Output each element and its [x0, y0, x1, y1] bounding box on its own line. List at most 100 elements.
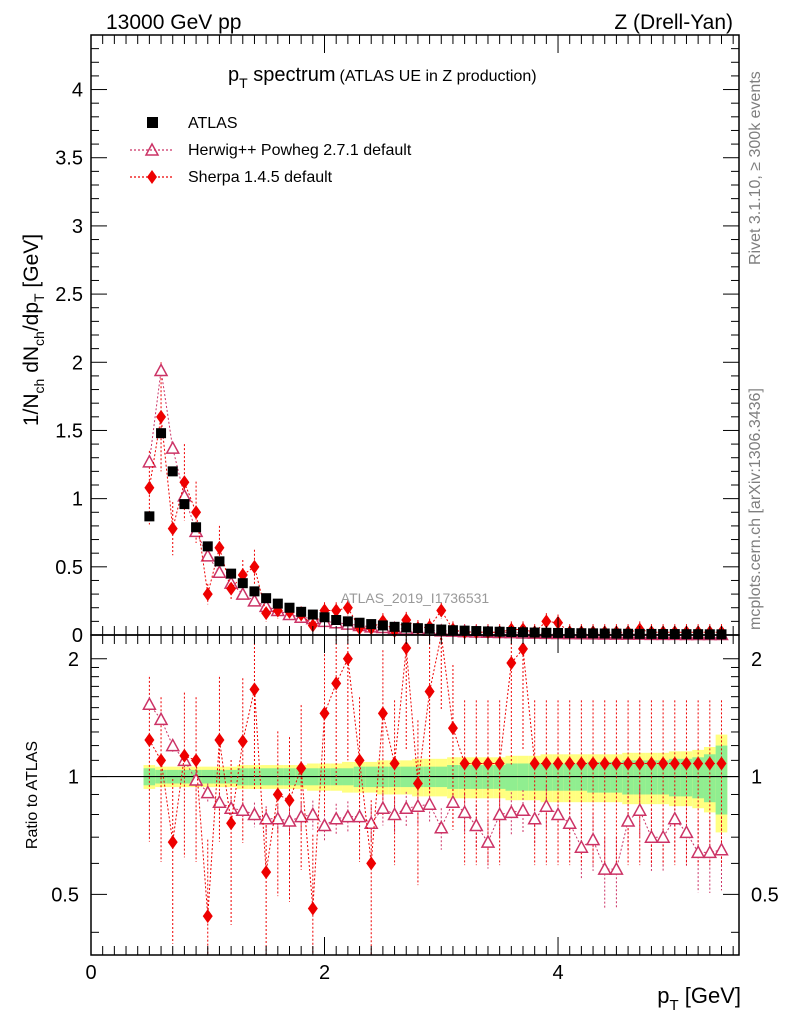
- main-y-tick-label: 3: [72, 216, 83, 238]
- ratio-sherpa-point: [226, 816, 237, 831]
- legend-sherpa-marker: [147, 170, 157, 184]
- ratio-herwig-point: [690, 844, 706, 859]
- main-title: pT spectrum (ATLAS UE in Z production): [228, 64, 537, 91]
- ratio-herwig-point: [679, 824, 694, 839]
- ratio-sherpa-point: [506, 656, 517, 671]
- main-sherpa-point: [342, 600, 353, 615]
- legend-atlas-label: ATLAS: [188, 115, 238, 132]
- main-atlas-point: [156, 428, 167, 439]
- ratio-herwig-point: [375, 800, 391, 814]
- main-herwig-point: [142, 454, 157, 468]
- main-atlas-point: [214, 556, 225, 567]
- ratio-herwig-point: [574, 839, 589, 853]
- main-atlas-point: [202, 541, 213, 552]
- main-herwig-point: [153, 362, 169, 377]
- ratio-herwig-point: [340, 809, 356, 823]
- analysis-watermark: ATLAS_2019_I1736531: [341, 590, 490, 606]
- main-sherpa-point: [214, 540, 225, 555]
- ratio-sherpa-point: [319, 706, 330, 721]
- legend-herwig-marker: [144, 142, 160, 156]
- ratio-sherpa-point: [447, 721, 458, 736]
- ratio-y-tick-label-right: 1: [751, 767, 762, 789]
- main-atlas-point: [167, 466, 178, 477]
- main-y-tick-label: 2: [72, 352, 83, 374]
- ratio-sherpa-layer: [144, 634, 727, 924]
- main-herwig-point: [247, 593, 262, 607]
- ratio-herwig-point: [515, 802, 531, 817]
- ratio-sherpa-point: [471, 756, 482, 771]
- ratio-sherpa-point: [401, 641, 412, 656]
- ratio-panel: 0.5 0.5 1 1 2 2 0 2 4 Ratio to ATLAS pT [GeV]: [24, 634, 779, 1014]
- ratio-sherpa-point: [482, 756, 493, 771]
- ratio-herwig-point: [165, 738, 180, 752]
- main-sherpa-point: [144, 480, 155, 495]
- ratio-sherpa-point: [354, 753, 365, 768]
- ratio-herwig-point: [702, 844, 718, 859]
- ratio-axis-ticks: 0.5 0.5 1 1 2 2 0 2 4: [51, 635, 779, 984]
- ratio-sherpa-point: [191, 753, 202, 768]
- main-atlas-point: [179, 499, 190, 510]
- ratio-sherpa-point: [599, 756, 610, 771]
- ratio-sherpa-point: [541, 756, 552, 771]
- ratio-herwig-point: [632, 802, 648, 817]
- rivet-side-text: Rivet 3.1.10, ≥ 300k events: [747, 71, 764, 265]
- ratio-herwig-point: [363, 815, 379, 829]
- ratio-x-tick-label: 4: [552, 962, 563, 984]
- ratio-herwig-point: [539, 798, 554, 812]
- ratio-sherpa-point: [237, 734, 248, 749]
- ratio-sherpa-point: [389, 756, 400, 771]
- ratio-herwig-point: [188, 772, 204, 786]
- ratio-sherpa-point: [494, 756, 505, 771]
- main-axis-ticks: 0 0.5 1 1.5 2 2.5 3 3.5 4: [55, 34, 739, 647]
- main-sherpa-point: [436, 603, 447, 618]
- ratio-herwig-point: [398, 800, 414, 814]
- main-y-tick-label: 0.5: [55, 557, 83, 579]
- ratio-herwig-point: [457, 804, 472, 819]
- ratio-sherpa-point: [693, 756, 704, 771]
- ratio-herwig-point: [212, 794, 227, 808]
- main-atlas-point: [307, 609, 318, 620]
- main-atlas-point: [272, 598, 283, 609]
- ratio-herwig-point: [644, 829, 659, 843]
- ratio-y-tick-label: 1: [68, 767, 79, 789]
- ratio-herwig-point: [492, 806, 507, 821]
- main-atlas-point: [284, 602, 295, 613]
- main-atlas-point: [377, 620, 388, 631]
- main-title-note: (ATLAS UE in Z production): [340, 68, 537, 85]
- ratio-sherpa-point: [179, 748, 190, 763]
- main-y-tick-label: 0: [72, 625, 83, 647]
- ratio-sherpa-point: [424, 684, 435, 699]
- ratio-herwig-point: [352, 809, 367, 823]
- ratio-sherpa-point: [214, 733, 225, 748]
- main-sherpa-point: [261, 606, 272, 621]
- ratio-herwig-point: [480, 834, 496, 848]
- main-atlas-point: [144, 511, 155, 522]
- ratio-sherpa-point: [704, 756, 715, 771]
- main-atlas-point: [249, 586, 260, 597]
- ratio-herwig-point: [469, 817, 484, 832]
- main-sherpa-point: [226, 581, 237, 596]
- main-atlas-point: [342, 616, 353, 627]
- ratio-herwig-point: [504, 804, 519, 819]
- ratio-herwig-point: [562, 815, 577, 829]
- ratio-sherpa-point: [296, 761, 307, 776]
- ratio-frame: [90, 634, 740, 956]
- ratio-herwig-point: [142, 696, 157, 711]
- main-y-tick-label: 3.5: [55, 148, 83, 170]
- legend-herwig-label: Herwig++ Powheg 2.7.1 default: [188, 142, 412, 159]
- ratio-herwig-point: [200, 785, 216, 799]
- ratio-sherpa-point: [588, 756, 599, 771]
- main-y-tick-label: 2.5: [55, 284, 83, 306]
- ratio-sherpa-point: [342, 651, 353, 666]
- main-atlas-point: [354, 617, 365, 628]
- ratio-sherpa-point: [412, 776, 423, 791]
- main-panel: 0 0.5 1 1.5 2 2.5 3 3.5 4 pT spectrum (ATLAS UE i…: [20, 34, 740, 647]
- ratio-herwig-point: [667, 811, 683, 825]
- ratio-herwig-point: [305, 806, 321, 821]
- ratio-sherpa-point: [202, 909, 213, 924]
- main-herwig-point: [212, 564, 227, 579]
- ratio-herwig-point: [293, 809, 309, 823]
- ratio-herwig-point: [235, 802, 251, 817]
- ratio-sherpa-point: [307, 901, 318, 916]
